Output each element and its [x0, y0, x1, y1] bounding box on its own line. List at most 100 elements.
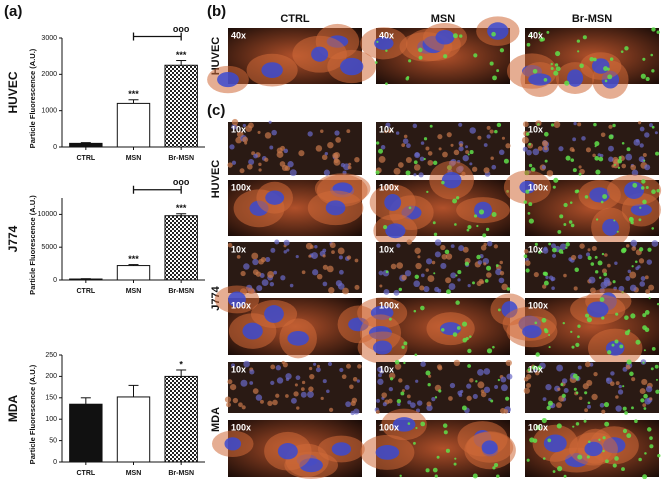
cell-dot	[448, 396, 453, 401]
particle	[604, 79, 608, 83]
cell-dot	[387, 129, 392, 133]
particle	[620, 50, 624, 53]
cell-dot	[585, 147, 591, 153]
particle	[622, 406, 627, 411]
magnification-label: 40x	[528, 30, 543, 40]
nucleus	[543, 434, 567, 453]
particle	[651, 125, 655, 129]
particle	[641, 179, 646, 184]
cell-dot	[453, 359, 461, 367]
particle	[388, 317, 392, 321]
particle	[414, 274, 420, 280]
particle	[467, 364, 471, 368]
magnification-label: 100x	[528, 182, 548, 192]
particle	[400, 391, 405, 396]
particle	[593, 57, 597, 62]
cell-dot	[341, 374, 347, 380]
cell-dot	[396, 262, 404, 269]
cell-dot	[649, 397, 653, 401]
particle	[543, 280, 549, 286]
particle	[639, 206, 642, 209]
particle	[582, 35, 587, 40]
cell-dot	[339, 269, 344, 275]
x-tick-label: CTRL	[76, 155, 95, 162]
particle	[427, 383, 431, 387]
cell-dot	[437, 365, 443, 371]
cell-dot	[545, 275, 549, 280]
cell-dot	[641, 378, 648, 386]
cell-dot	[309, 244, 314, 249]
cell-dot	[467, 284, 471, 288]
particle	[548, 242, 552, 246]
row-label: HUVEC	[210, 37, 222, 76]
nucleus	[392, 417, 416, 432]
nucleus	[265, 190, 285, 205]
particle	[601, 316, 605, 320]
particle	[607, 74, 613, 80]
particle	[442, 423, 448, 428]
cell-dot	[420, 361, 426, 367]
particle	[615, 312, 619, 316]
particle	[472, 473, 478, 479]
cell-dot	[483, 242, 487, 247]
particle	[547, 438, 552, 443]
cell-dot	[252, 258, 259, 266]
cell-dot	[270, 380, 275, 385]
nucleus	[528, 73, 552, 86]
particle	[570, 158, 575, 162]
cell-dot	[308, 254, 312, 258]
cell-dot	[551, 243, 556, 249]
cell-dot	[247, 163, 253, 170]
particle	[543, 78, 548, 82]
particle	[619, 344, 624, 349]
particle	[550, 123, 555, 127]
particle	[454, 223, 457, 226]
cell-dot	[644, 275, 649, 280]
particle	[407, 422, 411, 425]
particle	[433, 232, 438, 237]
cell-dot	[449, 382, 456, 389]
particle	[423, 157, 426, 161]
particle	[413, 309, 417, 313]
particle	[585, 313, 590, 318]
magnification-label: 40x	[379, 30, 394, 40]
particle	[556, 423, 562, 429]
bar	[164, 64, 198, 148]
particle	[492, 466, 496, 470]
cell-dot	[300, 391, 307, 398]
micrograph: 10x	[376, 239, 511, 296]
particle	[526, 42, 531, 47]
cell-dot	[522, 121, 529, 128]
cell-dot	[251, 252, 259, 260]
cell-dot	[569, 147, 575, 152]
cell-dot	[587, 248, 591, 252]
cell-dot	[348, 162, 352, 166]
particle	[600, 200, 604, 204]
cell-dot	[349, 384, 354, 389]
particle	[594, 141, 600, 147]
cell-dot	[629, 271, 637, 279]
cell-dot	[437, 134, 443, 140]
particle	[441, 328, 445, 332]
particle	[486, 348, 493, 354]
cell-dot	[578, 396, 583, 401]
cell-dot	[450, 272, 457, 279]
particle	[548, 346, 551, 349]
particle	[399, 474, 402, 478]
particle	[612, 463, 617, 468]
micrograph: 100x	[503, 170, 662, 248]
cell-dot	[635, 139, 640, 143]
particle	[468, 335, 472, 338]
particle	[645, 76, 650, 82]
cell-dot	[243, 360, 250, 368]
particle	[587, 255, 592, 261]
nucleus	[519, 180, 536, 194]
particle	[496, 69, 500, 73]
particle	[389, 377, 394, 381]
cell-dot	[631, 246, 637, 251]
cell-dot	[483, 167, 490, 174]
magnification-label: 100x	[379, 422, 399, 432]
nucleus	[441, 172, 462, 189]
particle	[577, 324, 581, 328]
particle	[586, 455, 590, 459]
